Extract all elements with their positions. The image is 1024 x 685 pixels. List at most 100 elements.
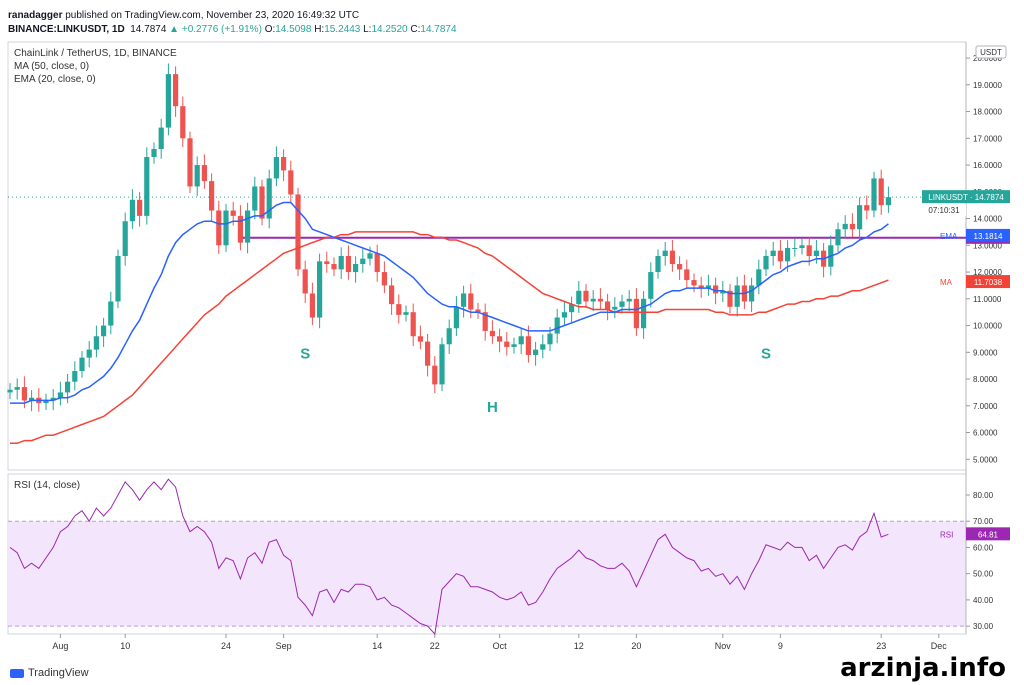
candle[interactable] xyxy=(317,261,323,318)
candle[interactable] xyxy=(72,371,78,382)
candle[interactable] xyxy=(259,186,265,219)
candle[interactable] xyxy=(799,245,805,248)
candle[interactable] xyxy=(525,336,531,355)
candle[interactable] xyxy=(209,181,215,211)
candle[interactable] xyxy=(367,253,373,259)
price-tag-box[interactable] xyxy=(922,190,1010,204)
candle[interactable] xyxy=(324,261,330,265)
candle[interactable] xyxy=(122,221,128,256)
candle[interactable] xyxy=(389,285,395,305)
candle[interactable] xyxy=(338,256,344,270)
candle[interactable] xyxy=(295,194,301,270)
candle[interactable] xyxy=(835,229,841,246)
candle[interactable] xyxy=(29,397,35,401)
candle[interactable] xyxy=(806,245,812,256)
candle[interactable] xyxy=(727,290,733,307)
candle[interactable] xyxy=(612,306,618,310)
candle[interactable] xyxy=(540,344,546,350)
candle[interactable] xyxy=(57,392,63,398)
candle[interactable] xyxy=(583,290,589,302)
candle[interactable] xyxy=(345,256,351,273)
candle[interactable] xyxy=(662,250,668,256)
candle[interactable] xyxy=(691,280,697,286)
candle[interactable] xyxy=(605,301,611,310)
candle[interactable] xyxy=(223,210,229,246)
candle[interactable] xyxy=(504,341,510,347)
candle[interactable] xyxy=(230,210,236,216)
candle[interactable] xyxy=(439,344,445,385)
candle[interactable] xyxy=(201,165,207,182)
candle[interactable] xyxy=(756,269,762,286)
candle[interactable] xyxy=(353,264,359,273)
candle[interactable] xyxy=(425,341,431,366)
candle[interactable] xyxy=(849,223,855,230)
ema-legend[interactable]: EMA (20, close, 0) xyxy=(14,74,96,85)
candle[interactable] xyxy=(302,269,308,294)
candle[interactable] xyxy=(461,293,467,307)
candle[interactable] xyxy=(842,223,848,230)
ema-tag-box[interactable] xyxy=(966,228,1010,242)
candle[interactable] xyxy=(432,365,438,385)
candle[interactable] xyxy=(533,349,539,355)
candle[interactable] xyxy=(677,264,683,270)
candle[interactable] xyxy=(381,272,387,286)
candle[interactable] xyxy=(792,247,798,249)
candle[interactable] xyxy=(453,306,459,329)
candle[interactable] xyxy=(619,301,625,307)
candle[interactable] xyxy=(50,397,56,401)
ma-legend[interactable]: MA (50, close, 0) xyxy=(14,61,90,72)
ema20-line[interactable] xyxy=(10,201,889,404)
tradingview-logo[interactable]: TradingView xyxy=(10,667,89,679)
candle[interactable] xyxy=(590,298,596,302)
candle[interactable] xyxy=(446,328,452,345)
candle[interactable] xyxy=(864,205,870,211)
candle[interactable] xyxy=(626,298,632,302)
candle[interactable] xyxy=(21,387,27,401)
candle[interactable] xyxy=(158,127,164,149)
candle[interactable] xyxy=(720,290,726,294)
candle[interactable] xyxy=(288,170,294,195)
candle[interactable] xyxy=(115,256,121,302)
candle[interactable] xyxy=(180,106,186,139)
candle[interactable] xyxy=(770,250,776,256)
candle[interactable] xyxy=(187,138,193,187)
candle[interactable] xyxy=(101,325,107,337)
candle[interactable] xyxy=(79,357,85,372)
candle[interactable] xyxy=(173,74,179,107)
candle[interactable] xyxy=(641,298,647,329)
candle[interactable] xyxy=(597,298,603,302)
candle[interactable] xyxy=(252,186,258,211)
candle[interactable] xyxy=(713,285,719,294)
candle[interactable] xyxy=(489,330,495,337)
candle[interactable] xyxy=(65,381,71,393)
candle[interactable] xyxy=(410,312,416,337)
ma50-line[interactable] xyxy=(10,231,889,445)
candle[interactable] xyxy=(569,304,575,313)
candle[interactable] xyxy=(785,247,791,262)
candle[interactable] xyxy=(511,344,517,347)
candle[interactable] xyxy=(871,178,877,211)
candle[interactable] xyxy=(518,336,524,345)
candle[interactable] xyxy=(266,178,272,219)
candle[interactable] xyxy=(576,290,582,305)
candle[interactable] xyxy=(648,272,654,299)
currency-box[interactable] xyxy=(975,45,1007,59)
candle[interactable] xyxy=(14,387,20,390)
candle[interactable] xyxy=(475,309,481,313)
candle[interactable] xyxy=(561,312,567,318)
candle[interactable] xyxy=(237,215,243,243)
candle[interactable] xyxy=(108,301,114,326)
candle[interactable] xyxy=(417,336,423,342)
candle[interactable] xyxy=(194,165,200,187)
candle[interactable] xyxy=(7,389,13,393)
candle[interactable] xyxy=(857,205,863,230)
rsi-legend[interactable]: RSI (14, close) xyxy=(14,480,81,491)
candle[interactable] xyxy=(43,400,49,404)
candle[interactable] xyxy=(547,333,553,345)
candle[interactable] xyxy=(684,269,690,281)
candle[interactable] xyxy=(137,199,143,216)
candle[interactable] xyxy=(309,293,315,318)
candle[interactable] xyxy=(655,256,661,273)
candle[interactable] xyxy=(403,312,409,315)
